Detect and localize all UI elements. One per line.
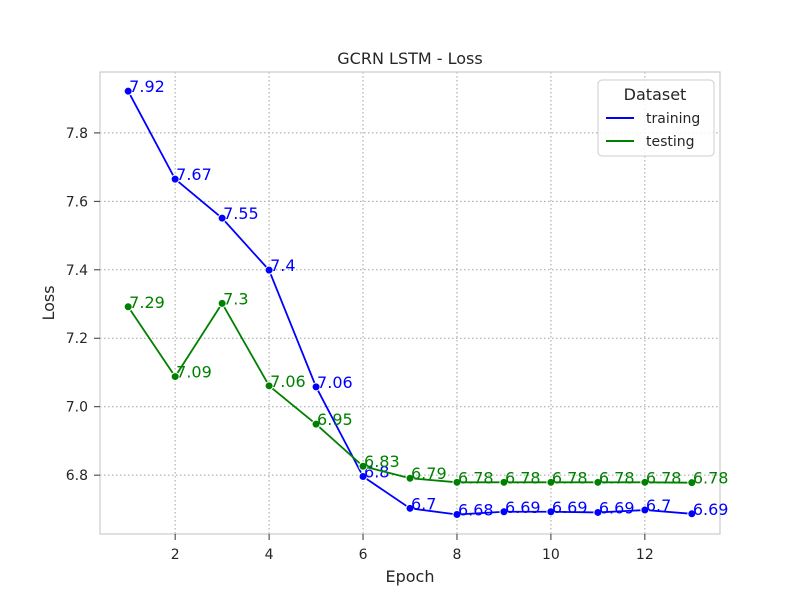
data-label-testing: 6.79 (411, 464, 447, 483)
y-tick-label: 7.6 (66, 194, 88, 210)
series-training: 7.927.677.557.47.066.86.7 6.68 6.69 6.69 6.6… (123, 77, 729, 519)
series-line-testing (127, 302, 692, 484)
data-label-testing: 6.78 (646, 468, 682, 487)
data-label-training: 6.7 (411, 494, 436, 513)
y-tick-label: 7.4 (66, 263, 88, 279)
legend-label-testing: testing (646, 134, 695, 150)
data-label-testing: 6.78 (599, 468, 635, 487)
legend-box (597, 79, 715, 157)
x-tick-label: 6 (359, 547, 368, 563)
data-label-training: 6.69 (552, 498, 588, 517)
x-tick-label: 12 (636, 547, 654, 563)
data-point-training (546, 507, 556, 517)
data-point-training (640, 505, 650, 515)
data-point-testing (546, 477, 556, 487)
legend: Dataset training testing (597, 79, 715, 157)
x-axis-ticks: 2 4 6 8 10 12 (171, 534, 654, 563)
y-tick-label: 6.8 (66, 468, 88, 484)
data-point-testing (640, 477, 650, 487)
data-label-testing: 7.3 (223, 289, 248, 308)
x-tick-label: 4 (265, 547, 274, 563)
data-point-testing (358, 461, 368, 471)
data-label-testing: 6.78 (693, 469, 729, 488)
data-label-testing: 6.83 (364, 452, 400, 471)
x-tick-label: 10 (542, 547, 560, 563)
data-point-training (499, 507, 509, 517)
data-point-training (687, 509, 697, 519)
data-point-testing (217, 298, 227, 308)
data-point-training (170, 174, 180, 184)
data-label-training: 6.69 (505, 498, 541, 517)
data-point-training (358, 472, 368, 482)
x-axis-title: Epoch (386, 567, 435, 586)
data-label-training: 7.4 (270, 256, 295, 275)
plot-frame (99, 71, 721, 535)
x-tick-label: 2 (171, 547, 180, 563)
data-label-testing: 6.78 (552, 468, 588, 487)
data-point-testing (687, 478, 697, 488)
data-point-training (311, 382, 321, 392)
data-label-training: 7.92 (129, 77, 165, 96)
data-label-testing: 6.95 (317, 410, 353, 429)
data-point-testing (311, 419, 321, 429)
data-point-testing (170, 372, 180, 382)
data-label-testing: 7.09 (176, 363, 212, 382)
data-label-training: 6.7 (646, 496, 671, 515)
data-label-testing: 6.78 (505, 468, 541, 487)
x-tick-label: 8 (453, 547, 462, 563)
data-point-testing (264, 381, 274, 391)
data-label-training: 7.67 (176, 165, 212, 184)
data-point-testing (593, 477, 603, 487)
legend-items: training testing (606, 111, 700, 150)
legend-title: Dataset (624, 85, 687, 104)
data-label-training: 7.55 (223, 204, 259, 223)
series-testing: 7.29 7.09 7.3 7.06 6.95 6.83 6.79 6.78 6.78 6.78 6… (123, 289, 729, 488)
data-point-testing (452, 477, 462, 487)
data-point-training (217, 213, 227, 223)
data-label-training: 6.69 (599, 498, 635, 517)
series-layer: 7.927.677.557.47.066.86.7 6.68 6.69 6.69 6.6… (123, 77, 729, 519)
legend-label-training: training (646, 111, 700, 127)
y-tick-label: 7.8 (66, 126, 88, 142)
y-tick-label: 7.2 (66, 331, 88, 347)
data-label-training: 6.69 (693, 500, 729, 519)
y-axis-ticks: 6.8 7.0 7.2 7.4 7.6 7.8 (66, 126, 100, 484)
data-point-training (264, 265, 274, 275)
y-axis-title: Loss (39, 285, 58, 320)
data-point-training (452, 509, 462, 519)
data-point-training (593, 507, 603, 517)
y-tick-label: 7.0 (66, 400, 88, 416)
data-label-testing: 7.06 (270, 372, 306, 391)
data-label-testing: 7.29 (129, 293, 165, 312)
data-point-testing (405, 473, 415, 483)
data-point-training (405, 503, 415, 513)
data-label-testing: 6.78 (458, 468, 494, 487)
data-label-training: 7.06 (317, 373, 353, 392)
data-point-testing (123, 302, 133, 312)
data-point-testing (499, 477, 509, 487)
chart-title: GCRN LSTM - Loss (337, 49, 482, 68)
data-point-training (123, 86, 133, 96)
data-label-training: 6.68 (458, 500, 494, 519)
